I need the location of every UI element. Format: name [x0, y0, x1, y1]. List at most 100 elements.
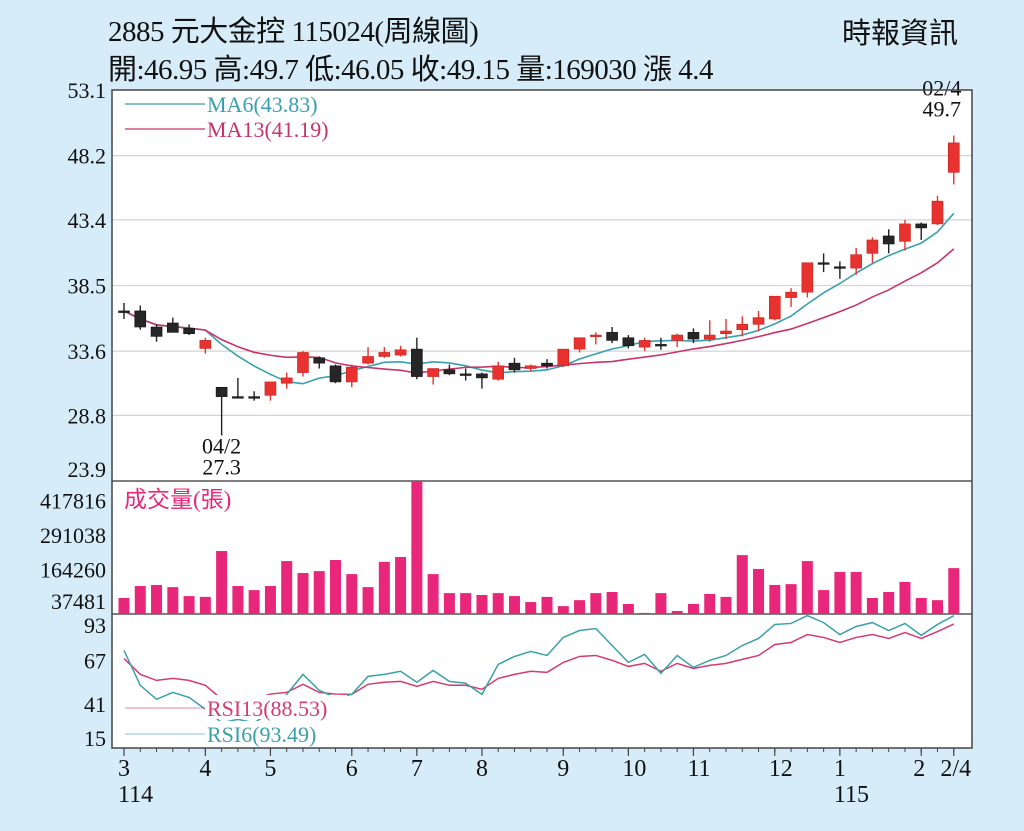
volume-bar — [769, 584, 781, 614]
volume-bar — [183, 596, 195, 614]
candle-down — [882, 235, 895, 245]
volume-bar — [687, 603, 699, 614]
candle-down — [134, 310, 147, 328]
candle-down — [541, 362, 553, 367]
volume-bar — [866, 597, 878, 614]
legend-background — [205, 695, 347, 719]
candle-down — [150, 326, 163, 337]
volume-bar — [508, 596, 520, 614]
volume-bar — [346, 574, 358, 614]
legend-background — [205, 721, 347, 745]
volume-bar — [671, 611, 683, 614]
volume-bar — [590, 593, 602, 614]
annotation-value: 27.3 — [202, 454, 241, 479]
candle-up — [199, 340, 212, 349]
volume-bar — [948, 568, 960, 614]
volume-bar — [492, 593, 504, 614]
x-tick-label: 7 — [411, 756, 423, 782]
rsi-tick-label: 41 — [84, 692, 106, 717]
rsi-tick-label: 15 — [84, 726, 106, 751]
candle-up — [850, 254, 862, 269]
volume-bar — [281, 561, 293, 614]
candle-up — [427, 368, 439, 377]
candle-down — [248, 396, 260, 399]
candle-down — [232, 396, 244, 399]
price-tick-label: 28.8 — [68, 403, 107, 428]
volume-bar — [834, 571, 846, 614]
candle-up — [573, 337, 586, 350]
candle-down — [606, 332, 618, 341]
volume-bar — [639, 612, 651, 614]
candle-up — [378, 352, 391, 357]
candle-up — [362, 356, 374, 364]
volume-bar — [606, 592, 618, 614]
candle-up — [720, 330, 732, 335]
volume-bar — [720, 596, 732, 614]
price-tick-label: 33.6 — [68, 339, 107, 364]
volume-bar — [313, 571, 325, 614]
x-tick-label: 10 — [622, 756, 646, 782]
candle-up — [638, 340, 651, 348]
x-tick-label: 11 — [687, 756, 710, 782]
candle-up — [264, 381, 277, 396]
candle-down — [167, 322, 179, 333]
volume-bar — [264, 586, 276, 614]
x-tick-label: 9 — [557, 756, 569, 782]
candle-up — [492, 365, 505, 380]
volume-bar — [704, 593, 716, 614]
x-tick-label: 6 — [346, 756, 358, 782]
price-tick-label: 38.5 — [68, 274, 107, 299]
volume-bar — [818, 590, 830, 614]
candle-up — [394, 349, 407, 356]
x-tick-label: 2/4 — [940, 756, 971, 782]
volume-bar — [199, 596, 211, 614]
x-year-label: 115 — [834, 782, 869, 808]
candle-down — [183, 328, 195, 335]
ma13-legend-label: MA13(41.19) — [207, 117, 329, 142]
volume-bar — [134, 586, 146, 614]
ohlc-summary: 開:46.95 高:49.7 低:46.05 收:49.15 量:169030 … — [108, 54, 714, 86]
candle-up — [866, 239, 879, 254]
price-tick-label: 48.2 — [68, 144, 107, 169]
candle-up — [801, 262, 814, 293]
volume-bar — [899, 581, 911, 614]
volume-bar — [753, 568, 765, 614]
candle-down — [313, 357, 326, 364]
candle-down — [329, 365, 342, 383]
candle-up — [947, 142, 960, 173]
volume-bar — [395, 557, 407, 614]
plot-frame — [111, 89, 973, 749]
plot-area — [112, 90, 972, 748]
volume-bar — [232, 586, 244, 614]
candle-down — [687, 332, 700, 340]
annotation-date: 02/4 — [922, 76, 961, 101]
volume-bar — [622, 603, 634, 614]
volume-bar — [330, 559, 342, 614]
volume-tick-label: 291038 — [40, 523, 106, 548]
annotation-date: 04/2 — [202, 433, 241, 458]
candle-up — [768, 295, 781, 320]
volume-bar — [411, 481, 423, 614]
candle-up — [345, 366, 358, 383]
candle-down — [411, 348, 423, 377]
candle-down — [118, 310, 130, 313]
volume-bar — [167, 587, 179, 614]
rsi13-legend-label: RSI13(88.53) — [207, 696, 327, 721]
volume-bar — [655, 593, 667, 614]
candle-down — [215, 386, 228, 397]
x-tick-label: 5 — [264, 756, 276, 782]
volume-bar — [118, 597, 130, 614]
candle-down — [622, 337, 635, 347]
x-tick-label: 4 — [199, 756, 211, 782]
ma6-line — [123, 212, 955, 385]
volume-bar — [932, 600, 943, 614]
volume-bar — [443, 593, 455, 614]
candle-down — [817, 262, 830, 265]
x-year-label: 114 — [118, 782, 153, 808]
candle-down — [476, 373, 488, 379]
annotation-value: 49.7 — [923, 97, 962, 122]
volume-bar — [151, 584, 163, 614]
x-tick-label: 12 — [769, 756, 793, 782]
volume-bar — [525, 602, 537, 614]
